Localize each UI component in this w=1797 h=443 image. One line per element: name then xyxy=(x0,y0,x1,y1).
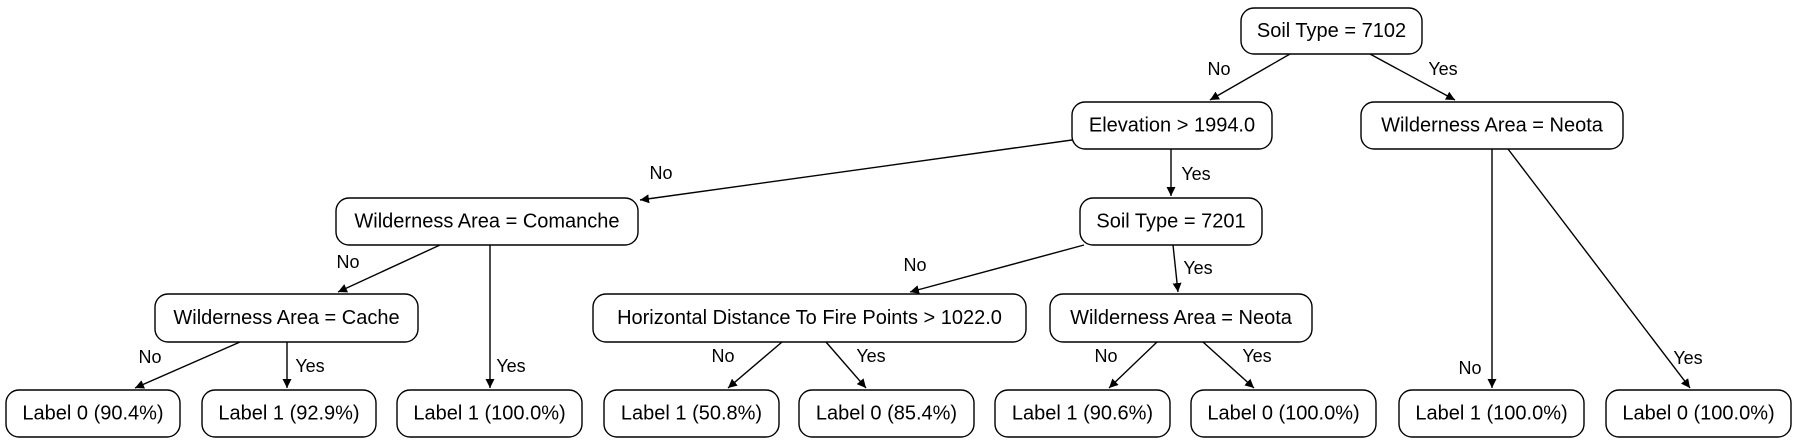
tree-node-soil-type-7201: Soil Type = 7201 xyxy=(1079,197,1263,246)
tree-node-horizontal-distance: Horizontal Distance To Fire Points > 102… xyxy=(592,293,1027,343)
tree-node-soil-type-7102: Soil Type = 7102 xyxy=(1240,7,1423,55)
node-label: Soil Type = 7201 xyxy=(1096,211,1245,233)
edge-label: No xyxy=(1458,358,1481,378)
edge-label: Yes xyxy=(496,356,525,376)
edge-label: Yes xyxy=(295,356,324,376)
edge-n0-n1: No xyxy=(1207,53,1291,101)
node-label: Wilderness Area = Comanche xyxy=(354,211,619,233)
node-label: Label 1 (50.8%) xyxy=(621,403,762,425)
edge-n1-n4: Yes xyxy=(1166,149,1211,196)
leaf-label-0-100-right: Label 0 (100.0%) xyxy=(1605,389,1792,438)
leaf-label-1-90-6: Label 1 (90.6%) xyxy=(994,389,1171,438)
edge-n5-n8: No xyxy=(134,341,241,389)
node-label: Label 0 (100.0%) xyxy=(1207,403,1359,425)
leaf-label-0-100-mid: Label 0 (100.0%) xyxy=(1190,389,1377,438)
edge-label: Yes xyxy=(1181,164,1210,184)
edge-label: No xyxy=(336,252,359,272)
node-label: Horizontal Distance To Fire Points > 102… xyxy=(617,307,1002,329)
node-label: Elevation > 1994.0 xyxy=(1089,115,1255,137)
leaf-label-1-50-8: Label 1 (50.8%) xyxy=(603,389,780,438)
edge-n7-n13: No xyxy=(1094,341,1158,389)
edge-n7-n14: Yes xyxy=(1202,341,1272,389)
leaf-label-1-92-9: Label 1 (92.9%) xyxy=(201,389,377,438)
edge-label: Yes xyxy=(856,346,885,366)
node-label: Label 1 (100.0%) xyxy=(1415,403,1567,425)
tree-node-wilderness-neota-mid: Wilderness Area = Neota xyxy=(1049,293,1313,343)
edge-n2-n15: No xyxy=(1458,149,1497,388)
edge-label: No xyxy=(649,163,672,183)
edge-n0-n2: Yes xyxy=(1369,53,1458,101)
nodes: Soil Type = 7102 Elevation > 1994.0 Wild… xyxy=(5,7,1792,438)
edge-label: Yes xyxy=(1242,346,1271,366)
node-label: Label 0 (100.0%) xyxy=(1622,403,1774,425)
leaf-label-1-100-left: Label 1 (100.0%) xyxy=(396,389,583,438)
node-label: Label 0 (90.4%) xyxy=(22,403,163,425)
edge-label: No xyxy=(1094,346,1117,366)
tree-node-wilderness-comanche: Wilderness Area = Comanche xyxy=(335,197,639,246)
node-label: Label 1 (90.6%) xyxy=(1012,403,1153,425)
node-label: Wilderness Area = Neota xyxy=(1381,115,1604,137)
leaf-label-0-90-4: Label 0 (90.4%) xyxy=(5,389,181,438)
node-label: Wilderness Area = Cache xyxy=(173,307,399,329)
edge-label: Yes xyxy=(1183,258,1212,278)
edge-label: Yes xyxy=(1428,59,1457,79)
edge-n4-n7: Yes xyxy=(1172,244,1213,293)
edge-n6-n11: No xyxy=(711,341,783,389)
node-label: Label 1 (92.9%) xyxy=(218,403,359,425)
tree-node-wilderness-cache: Wilderness Area = Cache xyxy=(154,293,419,343)
edge-n1-n3: No xyxy=(639,139,1073,204)
edges: No Yes No Yes No Yes No Yes xyxy=(134,53,1703,389)
node-label: Label 1 (100.0%) xyxy=(413,403,565,425)
edge-n2-n16: Yes xyxy=(1507,148,1703,389)
node-label: Label 0 (85.4%) xyxy=(816,403,957,425)
edge-n5-n9: Yes xyxy=(282,342,325,388)
edge-n4-n6: No xyxy=(903,244,1085,294)
node-label: Soil Type = 7102 xyxy=(1257,20,1406,42)
edge-n6-n12: Yes xyxy=(825,341,886,389)
tree-node-wilderness-neota-right: Wilderness Area = Neota xyxy=(1360,101,1624,150)
leaf-label-1-100-right: Label 1 (100.0%) xyxy=(1398,389,1585,438)
edge-label: No xyxy=(903,255,926,275)
edge-label: No xyxy=(711,346,734,366)
edge-label: Yes xyxy=(1673,348,1702,368)
edge-label: No xyxy=(138,347,161,367)
edge-n3-n10: Yes xyxy=(485,245,526,388)
leaf-label-0-85-4: Label 0 (85.4%) xyxy=(798,389,975,438)
edge-label: No xyxy=(1207,59,1230,79)
tree-node-elevation: Elevation > 1994.0 xyxy=(1071,101,1273,150)
node-label: Wilderness Area = Neota xyxy=(1070,307,1293,329)
edge-n3-n5: No xyxy=(336,244,441,293)
